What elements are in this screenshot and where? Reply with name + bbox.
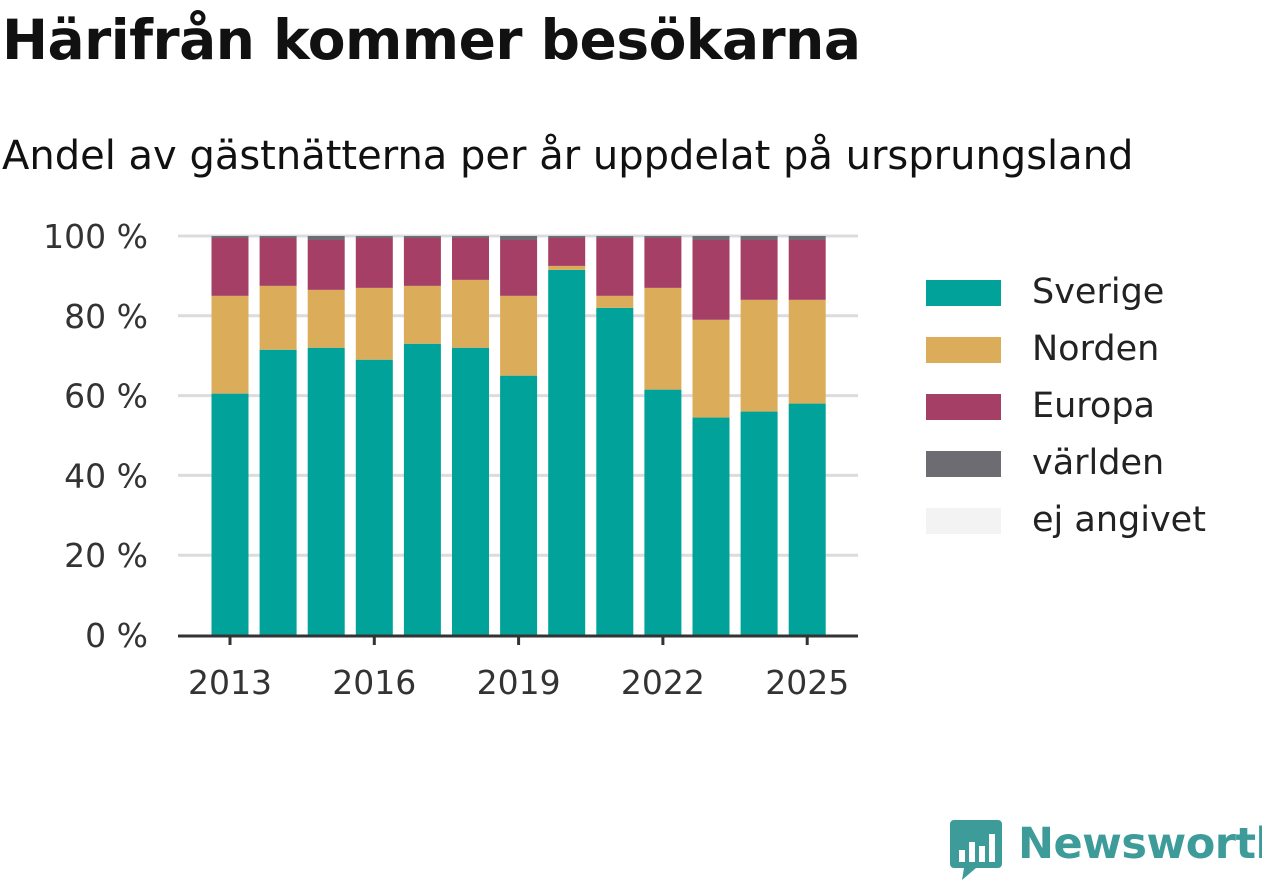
bar-segment-v-rlden-2023 [692, 236, 730, 240]
bar-segment-europa-2019 [500, 239, 538, 296]
bar-segment-sverige-2017 [403, 343, 441, 635]
bar-segment-norden-2021 [596, 295, 634, 308]
bar-segment-sverige-2015 [307, 347, 345, 635]
bar-segment-v-rlden-2020 [548, 236, 586, 238]
newsworthy-logo: Newsworthy [950, 818, 1262, 880]
bar-segment-v-rlden-2015 [307, 236, 345, 240]
bar-segment-europa-2024 [740, 239, 778, 300]
legend-swatch [926, 451, 1001, 477]
bar-segment-v-rlden-2019 [500, 236, 538, 240]
bar-segment-norden-2014 [259, 285, 297, 350]
bar-segment-sverige-2020 [548, 269, 586, 635]
legend-label: världen [1032, 443, 1165, 483]
bar-segment-v-rlden-2017 [403, 236, 441, 238]
y-tick-label: 0 % [85, 616, 148, 655]
legend-swatch [926, 394, 1001, 420]
bar-segment-v-rlden-2013 [211, 236, 249, 238]
legend-swatch [926, 337, 1001, 363]
chart-subtitle: Andel av gästnätterna per år uppdelat på… [2, 133, 1134, 179]
bar-segment-europa-2017 [403, 237, 441, 286]
x-tick-label: 2013 [188, 663, 272, 702]
bar-segment-europa-2013 [211, 237, 249, 296]
legend-label: Sverige [1032, 272, 1165, 312]
bar-segment-europa-2021 [596, 237, 634, 296]
bar-segment-v-rlden-2021 [596, 236, 634, 238]
bar-segment-sverige-2024 [740, 411, 778, 635]
bar-segment-norden-2022 [644, 287, 682, 390]
bar-segment-v-rlden-2022 [644, 236, 682, 238]
bar-segment-norden-2013 [211, 295, 249, 394]
bar-segment-sverige-2016 [355, 359, 393, 635]
y-tick-label: 40 % [64, 456, 148, 495]
bar-segment-sverige-2013 [211, 393, 249, 635]
bar-segment-europa-2023 [692, 239, 730, 320]
legend-swatch [926, 508, 1001, 534]
bar-segment-norden-2015 [307, 289, 345, 348]
x-tick-label: 2022 [621, 663, 705, 702]
bar-segment-europa-2020 [548, 237, 586, 266]
legend-label: Norden [1032, 329, 1160, 369]
bar-segment-sverige-2022 [644, 389, 682, 635]
bar-segment-sverige-2021 [596, 307, 634, 635]
bar-segment-norden-2019 [500, 295, 538, 376]
bar-segment-europa-2018 [452, 237, 489, 280]
y-tick-label: 20 % [64, 536, 148, 575]
bar-segment-norden-2016 [355, 287, 393, 360]
y-tick-label: 80 % [64, 297, 148, 336]
x-tick-label: 2025 [765, 663, 849, 702]
bar-segment-sverige-2025 [788, 403, 826, 635]
bar-segment-v-rlden-2024 [740, 236, 778, 240]
bar-segment-v-rlden-2016 [355, 236, 393, 238]
bar-segment-norden-2023 [692, 319, 730, 418]
bar-segment-europa-2015 [307, 239, 345, 290]
bar-segment-europa-2014 [259, 237, 297, 286]
bar-segment-sverige-2023 [692, 417, 730, 635]
chart-title: Härifrån kommer besökarna [2, 8, 861, 72]
bar-segment-europa-2016 [355, 237, 393, 288]
bar-segment-v-rlden-2025 [788, 236, 826, 240]
axes: 0 % 20 % 40 % 60 % 80 % 100 % 2013 2016 2019 2022… [43, 217, 858, 702]
bar-segment-europa-2022 [644, 237, 682, 288]
bar-segment-norden-2025 [788, 299, 826, 404]
bar-segment-europa-2025 [788, 239, 826, 300]
y-tick-label: 60 % [64, 377, 148, 416]
bar-segment-sverige-2018 [452, 347, 489, 635]
bar-segment-norden-2017 [403, 285, 441, 344]
bar-segment-v-rlden-2014 [259, 236, 297, 238]
legend-label: ej angivet [1032, 500, 1206, 540]
bar-segment-norden-2024 [740, 299, 778, 412]
brand-name: Newsworthy [1018, 819, 1262, 869]
bars [211, 236, 826, 635]
x-tick-label: 2016 [332, 663, 416, 702]
bar-segment-norden-2018 [452, 279, 489, 348]
legend-swatch [926, 280, 1001, 306]
bar-chart-icon [950, 820, 1002, 880]
bar-segment-sverige-2014 [259, 349, 297, 635]
y-tick-label: 100 % [43, 217, 148, 256]
legend-label: Europa [1032, 386, 1155, 426]
bar-segment-norden-2020 [548, 265, 586, 270]
x-tick-label: 2019 [477, 663, 561, 702]
bar-segment-sverige-2019 [500, 375, 538, 635]
bar-segment-v-rlden-2018 [452, 236, 489, 238]
